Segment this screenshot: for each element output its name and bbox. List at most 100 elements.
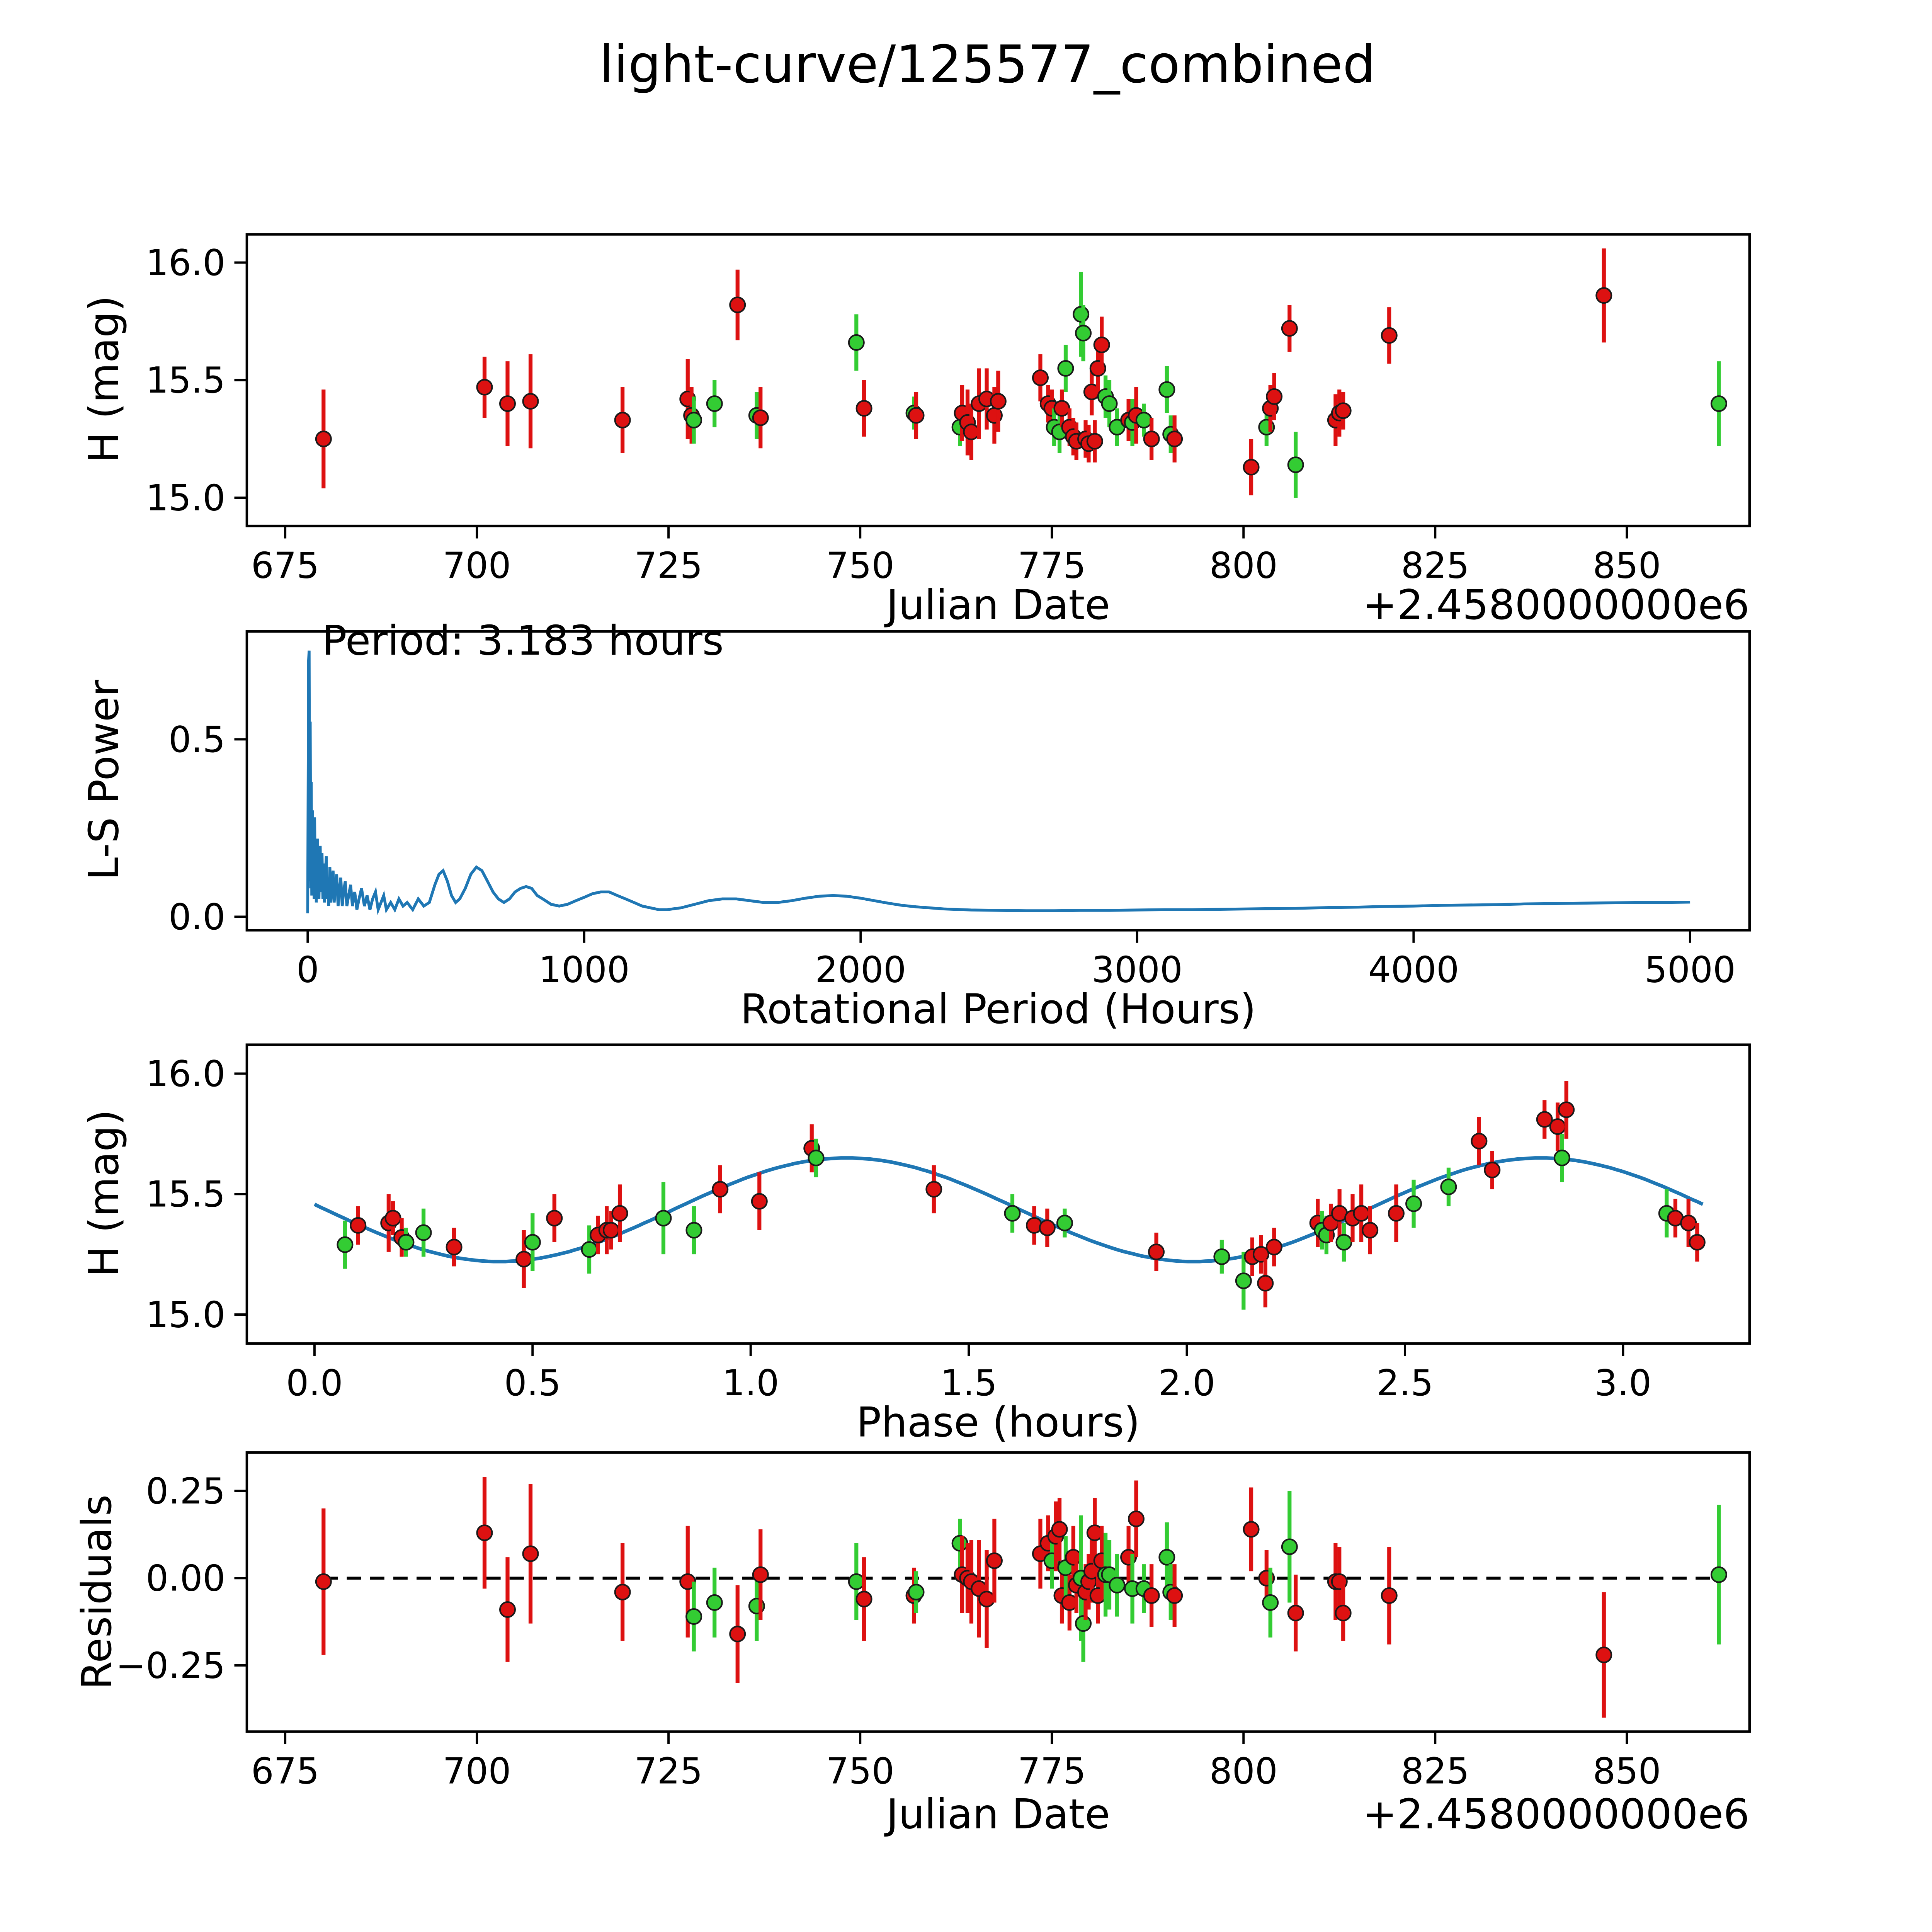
data-point: [990, 393, 1007, 410]
x-tick-label: 2.5: [1376, 1362, 1433, 1404]
x-tick-label: 850: [1593, 1750, 1661, 1792]
y-tick-label: 15.5: [146, 359, 225, 401]
axes-frame: [245, 233, 1751, 527]
data-point: [1109, 1577, 1126, 1594]
x-tick-label: 2000: [815, 949, 906, 991]
data-point: [1287, 1605, 1304, 1622]
data-point: [1143, 1587, 1160, 1604]
data-point: [315, 1573, 332, 1590]
data-point: [1101, 395, 1118, 412]
data-point: [522, 393, 539, 410]
y-tick-label: 16.0: [146, 1053, 225, 1095]
data-point: [1595, 287, 1612, 304]
data-point: [1235, 1272, 1252, 1289]
data-point: [978, 1590, 995, 1607]
data-point: [1128, 1510, 1145, 1527]
data-point: [1093, 336, 1110, 354]
data-point: [855, 400, 872, 417]
x-tick-label: 725: [634, 544, 703, 586]
data-point: [1710, 1566, 1727, 1583]
x-tick-label: 750: [826, 544, 895, 586]
data-point: [1262, 1594, 1279, 1611]
data-point: [1086, 433, 1103, 450]
y-tick-label: 0.00: [146, 1558, 225, 1599]
data-point: [908, 1583, 925, 1600]
data-point: [1281, 320, 1298, 337]
data-point: [1281, 1538, 1298, 1555]
panel1-x-offset-label: +2.4580000000e6: [1362, 581, 1749, 629]
y-tick-label: 0.5: [168, 719, 225, 760]
axes-frame: [245, 1451, 1751, 1733]
data-point: [1065, 1549, 1082, 1566]
data-point: [1471, 1133, 1488, 1150]
data-point: [848, 334, 865, 351]
data-point: [951, 1535, 968, 1552]
axes-frame: [245, 630, 1751, 932]
data-point: [685, 412, 702, 429]
data-point: [1287, 456, 1304, 473]
data-point: [1075, 325, 1092, 342]
data-point: [315, 430, 332, 447]
y-tick-label: 16.0: [146, 242, 225, 284]
data-point: [476, 379, 493, 396]
data-point: [1073, 306, 1090, 323]
data-point: [986, 1552, 1003, 1569]
data-point: [1595, 1646, 1612, 1663]
data-point: [706, 395, 723, 412]
data-point: [415, 1224, 432, 1241]
data-point: [1143, 430, 1160, 447]
x-tick-label: 675: [251, 544, 320, 586]
x-tick-label: 3.0: [1595, 1362, 1651, 1404]
panel2-ylabel: L-S Power: [80, 680, 128, 880]
panel-lightcurve-jd: 675 700 725 750 775 800 825 850 15.0 15.5 16.0: [146, 233, 1751, 586]
data-point: [1051, 1521, 1068, 1538]
data-point: [337, 1236, 354, 1253]
data-point: [1004, 1205, 1021, 1222]
panel-residuals: 675 700 725 750 775 800 825 850 −0.25 0.00 0.25: [116, 1451, 1751, 1792]
data-point: [1484, 1162, 1501, 1179]
x-tick-label: 725: [634, 1750, 703, 1792]
data-point: [1032, 369, 1049, 386]
data-point: [655, 1210, 672, 1227]
data-point: [611, 1205, 628, 1222]
x-tick-label: 800: [1209, 1750, 1278, 1792]
data-point: [752, 1566, 769, 1583]
x-tick-label: 750: [826, 1750, 895, 1792]
data-point: [581, 1241, 598, 1258]
data-point: [398, 1234, 415, 1251]
x-tick-label: 700: [443, 544, 511, 586]
y-tick-label: −0.25: [116, 1645, 226, 1686]
data-point: [1053, 400, 1070, 417]
data-point: [1057, 360, 1074, 377]
x-tick-label: 675: [251, 1750, 320, 1792]
y-tick-label: 15.0: [146, 1294, 225, 1335]
data-point: [499, 395, 516, 412]
data-point: [706, 1594, 723, 1611]
period-annotation: Period: 3.183 hours: [322, 617, 724, 665]
panel3-xlabel: Phase (hours): [856, 1399, 1140, 1447]
data-point: [1075, 1615, 1092, 1632]
data-point: [1388, 1205, 1405, 1222]
x-tick-label: 5000: [1645, 949, 1736, 991]
data-point: [1039, 1219, 1056, 1236]
data-point: [1265, 1238, 1282, 1255]
data-point: [751, 1193, 768, 1210]
data-point: [1243, 459, 1260, 476]
x-tick-label: 800: [1209, 544, 1278, 586]
data-point: [1148, 1243, 1165, 1260]
fit-curve: [313, 1156, 1704, 1264]
x-tick-label: 3000: [1092, 949, 1183, 991]
axes-frame: [245, 1043, 1751, 1345]
data-point: [1158, 381, 1175, 398]
data-point: [546, 1210, 563, 1227]
data-point: [925, 1181, 942, 1198]
x-tick-label: 1.5: [940, 1362, 997, 1404]
x-tick-label: 0.0: [286, 1362, 343, 1404]
data-point: [1243, 1521, 1260, 1538]
x-tick-label: 825: [1401, 1750, 1469, 1792]
y-tick-label: 0.0: [168, 896, 225, 938]
x-tick-label: 850: [1593, 544, 1661, 586]
data-point: [384, 1210, 401, 1227]
data-point: [1335, 402, 1352, 419]
